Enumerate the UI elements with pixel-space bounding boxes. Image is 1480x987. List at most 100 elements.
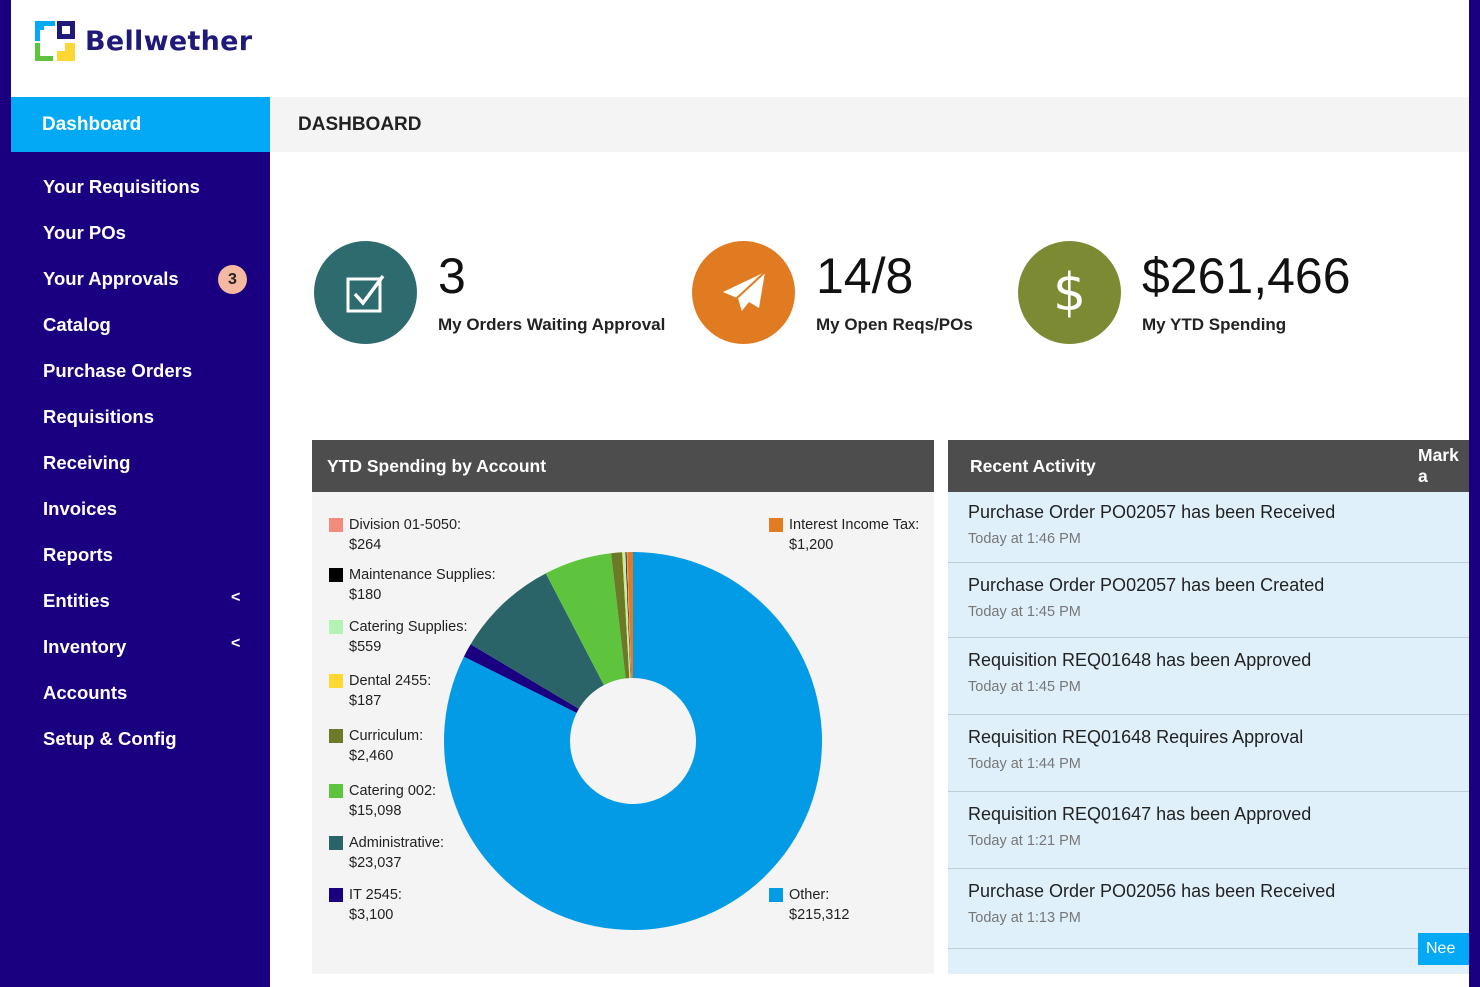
logo[interactable]: Bellwether xyxy=(33,18,252,64)
donut-slice-division-01-5050[interactable] xyxy=(626,552,632,679)
legend-item: Division 01-5050: $264 xyxy=(329,515,462,555)
sidebar-item-your-requisitions[interactable]: Your Requisitions xyxy=(11,164,270,210)
donut-chart xyxy=(443,552,822,930)
bellwether-logo-icon xyxy=(35,21,75,61)
activity-item[interactable]: Purchase Order PO02056 has been Received… xyxy=(948,869,1469,949)
sidebar: Dashboard Your Requisitions Your POs Your … xyxy=(11,97,270,987)
legend-swatch xyxy=(329,518,343,532)
legend-value: $180 xyxy=(349,587,382,603)
sidebar-item-label: Receiving xyxy=(43,452,131,473)
paper-plane-icon xyxy=(692,241,795,344)
need-help-button[interactable]: Nee xyxy=(1418,933,1469,965)
legend-swatch xyxy=(769,888,783,902)
donut-slice-maintenance-supplies[interactable] xyxy=(625,552,631,679)
legend-item: Catering 002: $15,098 xyxy=(329,781,437,821)
chevron-left-icon[interactable]: < xyxy=(231,589,241,606)
legend-value: $3,100 xyxy=(349,907,394,923)
sidebar-item-your-pos[interactable]: Your POs xyxy=(11,210,270,256)
chart-panel-header: YTD Spending by Account xyxy=(312,440,934,492)
legend-value: $2,460 xyxy=(349,748,394,764)
activity-time: Today at 1:45 PM xyxy=(968,604,1081,620)
legend-swatch xyxy=(329,729,343,743)
stat-value: 3 xyxy=(438,248,466,304)
activity-title: Requisition REQ01648 Requires Approval xyxy=(968,727,1304,747)
mark-all-read-link[interactable]: Mark a xyxy=(1418,445,1459,486)
donut-slice-interest-income-tax[interactable] xyxy=(627,552,633,679)
legend-value: $559 xyxy=(349,639,382,655)
legend-label: Interest Income Tax: xyxy=(789,517,920,533)
donut-slice-dental-2455[interactable] xyxy=(622,552,630,679)
sidebar-item-label: Requisitions xyxy=(43,406,155,427)
stat-value: 14/8 xyxy=(816,248,914,304)
stat-value: $261,466 xyxy=(1142,248,1351,304)
sidebar-item-inventory[interactable]: Inventory < xyxy=(11,624,270,670)
sidebar-item-purchase-orders[interactable]: Purchase Orders xyxy=(11,348,270,394)
activity-time: Today at 1:44 PM xyxy=(968,756,1081,772)
sidebar-item-label: Your POs xyxy=(43,222,126,243)
sidebar-item-label: Purchase Orders xyxy=(43,360,193,381)
activity-item[interactable]: Requisition REQ01648 has been Approved To… xyxy=(948,638,1469,715)
activity-item[interactable]: Purchase Order PO02057 has been Created T… xyxy=(948,563,1469,638)
sidebar-item-label: Accounts xyxy=(43,682,128,703)
sidebar-item-reports[interactable]: Reports xyxy=(11,532,270,578)
sidebar-item-entities[interactable]: Entities < xyxy=(11,578,270,624)
legend-swatch xyxy=(769,518,783,532)
sidebar-item-your-approvals[interactable]: Your Approvals 3 xyxy=(11,256,270,302)
activity-item[interactable]: Requisition REQ01647 has been Approved To… xyxy=(948,792,1469,869)
legend-label: Administrative: xyxy=(349,835,445,851)
activity-title: Requisition REQ01647 has been Approved xyxy=(968,804,1312,824)
donut-slice-other[interactable] xyxy=(443,552,822,930)
activity-item[interactable]: Purchase Order PO02057 has been Received… xyxy=(948,492,1469,563)
sidebar-menu: Your Requisitions Your POs Your Approvals 3… xyxy=(11,164,270,762)
sidebar-item-requisitions[interactable]: Requisitions xyxy=(11,394,270,440)
donut-slice-administrative[interactable] xyxy=(470,573,604,709)
activity-time: Today at 1:13 PM xyxy=(968,910,1081,926)
legend-swatch xyxy=(329,620,343,634)
donut-slice-catering-supplies[interactable] xyxy=(622,552,631,679)
legend-item: IT 2545: $3,100 xyxy=(329,885,402,925)
legend-swatch xyxy=(329,568,343,582)
sidebar-item-setup-config[interactable]: Setup & Config xyxy=(11,716,270,762)
legend-item: Other: $215,312 xyxy=(769,885,849,925)
approvals-count-badge: 3 xyxy=(218,265,247,294)
legend-swatch xyxy=(329,784,343,798)
app-window: Bellwether Dashboard Your Requisitions Yo… xyxy=(11,0,1469,987)
sidebar-item-label: Your Approvals xyxy=(43,268,179,289)
dollar-icon: $ xyxy=(1018,241,1121,344)
legend-label: Catering Supplies: xyxy=(349,619,468,635)
activity-title: Purchase Order PO02057 has been Received xyxy=(968,502,1336,522)
legend-swatch xyxy=(329,836,343,850)
legend-item: Dental 2455: $187 xyxy=(329,671,432,711)
activity-title: Purchase Order PO02056 has been Received xyxy=(968,881,1336,901)
activity-panel-header: Recent Activity Mark a xyxy=(948,440,1469,492)
sidebar-item-label: Invoices xyxy=(43,498,118,519)
sidebar-item-receiving[interactable]: Receiving xyxy=(11,440,270,486)
legend-label: Curriculum: xyxy=(349,728,424,744)
legend-label: Division 01-5050: xyxy=(349,517,462,533)
activity-list: Purchase Order PO02056 has been Received… xyxy=(948,492,1469,974)
legend-value: $1,200 xyxy=(789,537,834,553)
donut-slice-catering-002[interactable] xyxy=(545,553,626,686)
activity-item[interactable]: Requisition REQ01648 Requires Approval To… xyxy=(948,715,1469,792)
legend-value: $23,037 xyxy=(349,855,402,871)
legend-item: Interest Income Tax: $1,200 xyxy=(769,515,920,555)
sidebar-item-label: Reports xyxy=(43,544,113,565)
activity-time: Today at 1:45 PM xyxy=(968,679,1081,695)
legend-label: IT 2545: xyxy=(349,887,402,903)
legend-value: $187 xyxy=(349,693,382,709)
sidebar-item-accounts[interactable]: Accounts xyxy=(11,670,270,716)
sidebar-item-label: Catalog xyxy=(43,314,111,335)
legend-label: Dental 2455: xyxy=(349,673,432,689)
donut-slice-curriculum[interactable] xyxy=(611,552,630,679)
page-header: DASHBOARD xyxy=(270,97,1469,152)
chevron-left-icon[interactable]: < xyxy=(231,635,241,652)
sidebar-item-catalog[interactable]: Catalog xyxy=(11,302,270,348)
sidebar-item-invoices[interactable]: Invoices xyxy=(11,486,270,532)
legend-label: Catering 002: xyxy=(349,783,437,799)
sidebar-item-dashboard[interactable]: Dashboard xyxy=(11,97,270,152)
checkbox-icon xyxy=(314,241,417,344)
donut-slice-it-2545[interactable] xyxy=(463,644,579,713)
activity-panel-title: Recent Activity xyxy=(970,455,1096,476)
ytd-spending-chart-panel: Other: $215,312 IT 2545: $3,100 Administrati… xyxy=(312,492,934,974)
legend-item: Maintenance Supplies: $180 xyxy=(329,565,496,605)
